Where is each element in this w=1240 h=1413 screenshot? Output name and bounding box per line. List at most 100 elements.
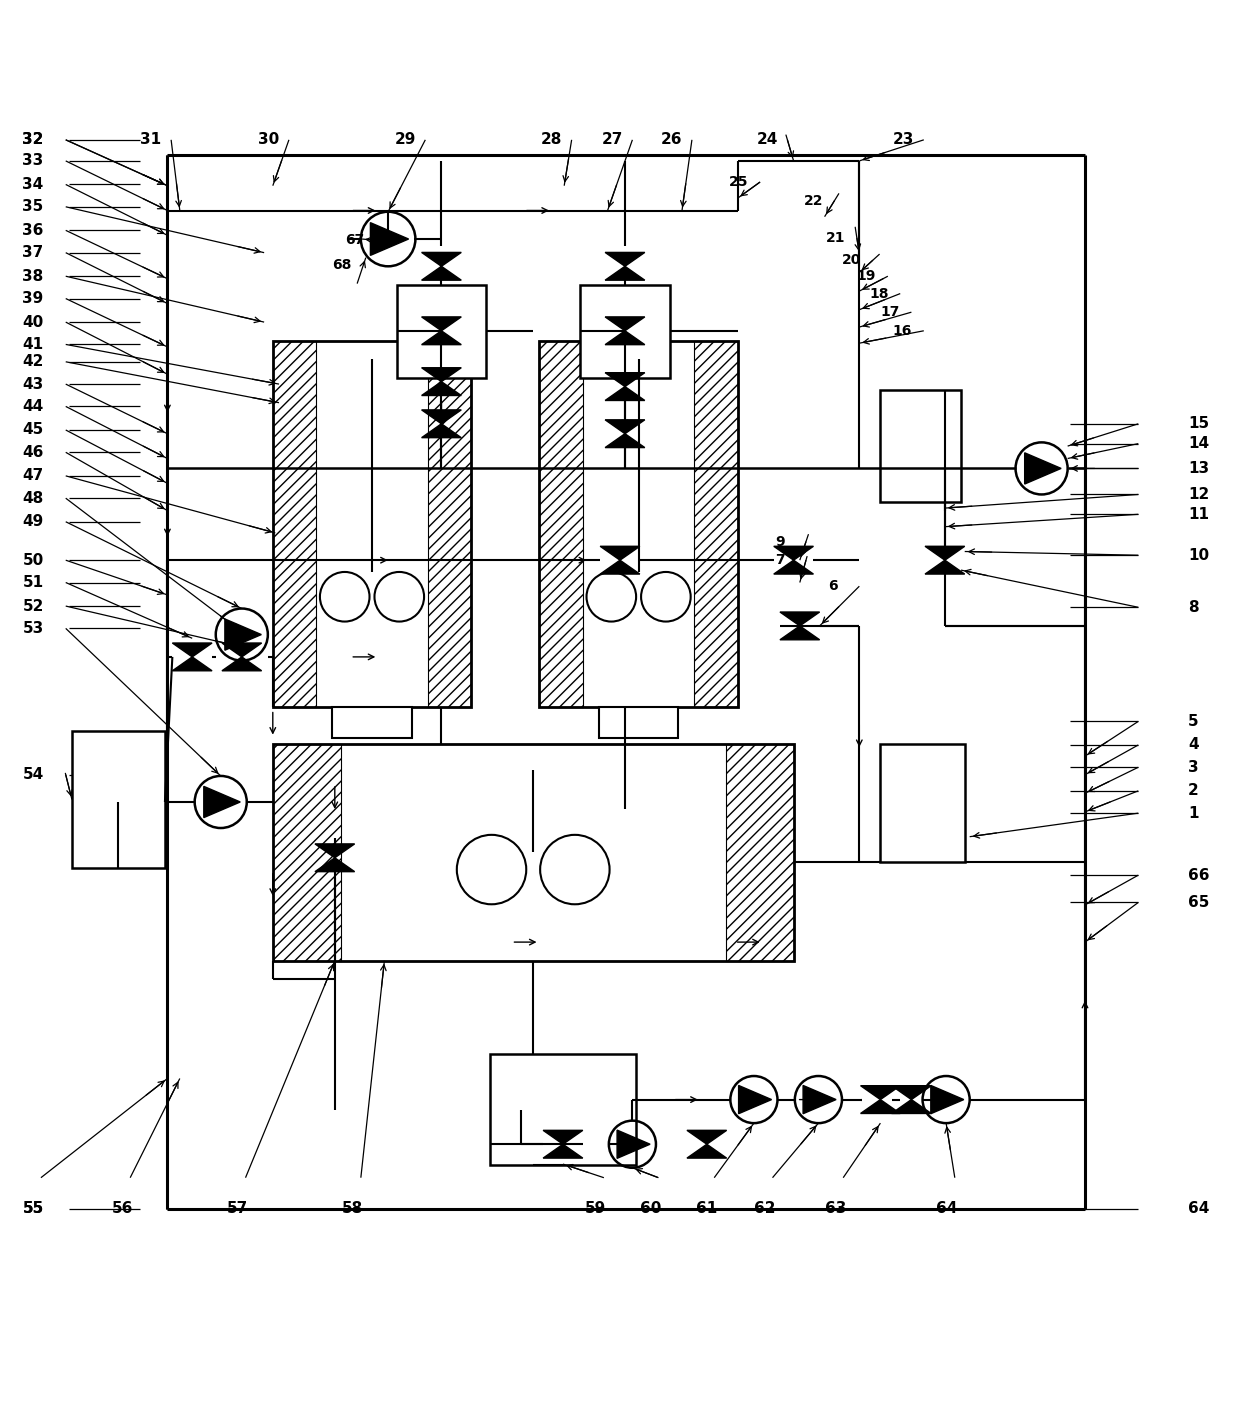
Text: 27: 27 (601, 133, 622, 147)
Polygon shape (605, 420, 645, 434)
Polygon shape (203, 787, 241, 818)
Text: 33: 33 (22, 154, 43, 168)
Text: 18: 18 (869, 287, 889, 301)
Polygon shape (422, 317, 461, 331)
Text: 44: 44 (22, 398, 43, 414)
Polygon shape (172, 643, 212, 657)
Text: 54: 54 (22, 767, 43, 783)
Bar (273, 743, 794, 961)
Polygon shape (315, 844, 355, 858)
Text: 26: 26 (661, 133, 682, 147)
Text: 14: 14 (1188, 437, 1209, 451)
Polygon shape (739, 1085, 771, 1113)
Text: 52: 52 (22, 599, 43, 613)
Text: 11: 11 (1188, 507, 1209, 521)
Text: 8: 8 (1188, 599, 1199, 615)
Polygon shape (422, 382, 461, 396)
Text: 51: 51 (22, 575, 43, 591)
Polygon shape (543, 1130, 583, 1145)
Polygon shape (1024, 452, 1061, 485)
Polygon shape (600, 560, 640, 574)
Text: 41: 41 (22, 336, 43, 352)
Text: 59: 59 (585, 1201, 606, 1217)
Text: 43: 43 (22, 377, 43, 391)
Polygon shape (605, 387, 645, 400)
Text: 22: 22 (804, 194, 823, 208)
Polygon shape (605, 253, 645, 266)
Text: 12: 12 (1188, 487, 1209, 502)
Bar (539, 341, 738, 706)
Polygon shape (222, 657, 262, 671)
Bar (273, 341, 471, 706)
Polygon shape (422, 253, 461, 266)
Polygon shape (892, 1085, 931, 1099)
Polygon shape (892, 1099, 931, 1113)
Polygon shape (605, 317, 645, 331)
Text: 53: 53 (22, 620, 43, 636)
Polygon shape (931, 1085, 963, 1113)
Text: 4: 4 (1188, 738, 1199, 753)
Polygon shape (925, 547, 965, 560)
Polygon shape (687, 1145, 727, 1159)
Polygon shape (315, 858, 355, 872)
Text: 55: 55 (22, 1201, 43, 1217)
Bar (490, 1054, 636, 1166)
Bar (273, 341, 316, 706)
Text: 61: 61 (696, 1201, 717, 1217)
Text: 10: 10 (1188, 548, 1209, 562)
Text: 32: 32 (22, 133, 43, 147)
Polygon shape (804, 1085, 836, 1113)
Text: 38: 38 (22, 268, 43, 284)
Text: 1: 1 (1188, 805, 1198, 821)
Text: 29: 29 (394, 133, 415, 147)
Text: 57: 57 (227, 1201, 248, 1217)
Polygon shape (422, 410, 461, 424)
Text: 42: 42 (22, 355, 43, 369)
Text: 3: 3 (1188, 760, 1199, 774)
Bar (273, 743, 341, 961)
Polygon shape (780, 626, 820, 640)
Text: 60: 60 (640, 1201, 661, 1217)
Text: 49: 49 (22, 514, 43, 530)
Text: 25: 25 (729, 175, 749, 189)
Text: 19: 19 (857, 270, 877, 283)
Text: 68: 68 (332, 259, 352, 273)
Polygon shape (774, 560, 813, 574)
Bar (428, 341, 471, 706)
Polygon shape (371, 223, 409, 256)
Text: 9: 9 (775, 534, 785, 548)
Bar (599, 706, 678, 738)
Bar (880, 743, 965, 862)
Polygon shape (422, 424, 461, 438)
Polygon shape (780, 612, 820, 626)
Text: 47: 47 (22, 468, 43, 483)
Text: 24: 24 (756, 133, 777, 147)
Polygon shape (543, 1145, 583, 1159)
Polygon shape (687, 1130, 727, 1145)
Bar (72, 732, 165, 868)
Bar (332, 706, 412, 738)
Bar (880, 390, 961, 502)
Text: 64: 64 (1188, 1201, 1209, 1217)
Text: 20: 20 (842, 253, 862, 267)
Polygon shape (172, 657, 212, 671)
Text: 17: 17 (880, 305, 900, 319)
Text: 35: 35 (22, 199, 43, 215)
Polygon shape (600, 547, 640, 560)
Text: 16: 16 (893, 324, 913, 338)
Text: 46: 46 (22, 445, 43, 459)
Text: 37: 37 (22, 246, 43, 260)
Text: 67: 67 (345, 233, 365, 247)
Text: 6: 6 (828, 579, 838, 593)
Text: 65: 65 (1188, 894, 1209, 910)
Bar (694, 341, 738, 706)
Text: 15: 15 (1188, 417, 1209, 431)
Text: 5: 5 (1188, 714, 1199, 729)
Text: 2: 2 (1188, 783, 1199, 798)
Polygon shape (605, 373, 645, 387)
Text: 21: 21 (826, 230, 846, 244)
Polygon shape (422, 367, 461, 382)
Polygon shape (925, 560, 965, 574)
Text: 32: 32 (22, 133, 43, 147)
Text: 63: 63 (825, 1201, 846, 1217)
